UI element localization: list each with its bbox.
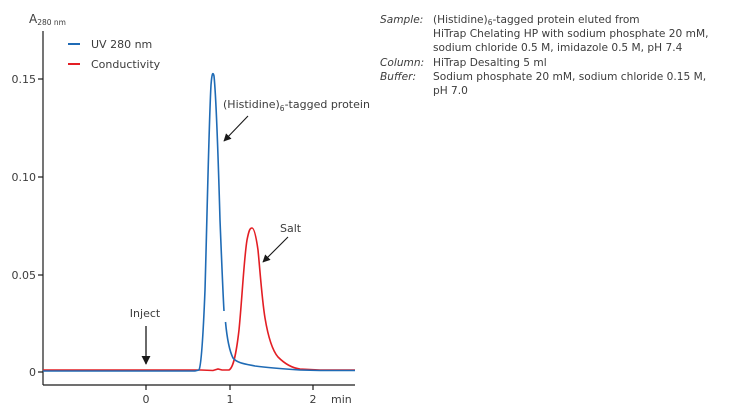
x-axis-label: min xyxy=(331,393,352,406)
info-column-key: Column: xyxy=(380,56,425,69)
x-ticks xyxy=(145,385,314,390)
info-buffer-key: Buffer: xyxy=(380,70,417,83)
series-uv-tail xyxy=(224,321,355,372)
annotation-inject: Inject xyxy=(130,307,161,320)
y-ticks xyxy=(38,78,43,373)
y-axis-label: A280 nm xyxy=(29,12,66,27)
legend-label-uv: UV 280 nm xyxy=(91,38,152,51)
info-sample-value: (Histidine)6-tagged protein eluted from … xyxy=(433,14,709,55)
svg-text:0.05: 0.05 xyxy=(12,269,37,282)
info-column: Column: HiTrap Desalting 5 ml xyxy=(380,56,736,70)
y-tick-labels: 0.15 0.10 0.05 0 xyxy=(12,73,37,379)
x-tick-labels: 0 1 2 xyxy=(143,393,317,406)
annotation-salt: Salt xyxy=(280,222,302,235)
legend: UV 280 nm Conductivity xyxy=(68,38,161,71)
chromatogram-chart: A280 nm 0.15 0.10 0.05 0 0 1 2 min UV 28… xyxy=(12,12,370,406)
annotation-protein-arrow xyxy=(223,115,249,142)
svg-text:1: 1 xyxy=(227,393,234,406)
info-sample: Sample: (Histidine)6-tagged protein elut… xyxy=(380,13,736,56)
annotation-protein: (Histidine)6-tagged protein xyxy=(223,98,370,113)
svg-text:0: 0 xyxy=(143,393,150,406)
annotation-salt-arrow xyxy=(262,236,289,263)
info-sample-key: Sample: xyxy=(380,14,424,26)
svg-text:0.10: 0.10 xyxy=(12,171,37,184)
series-conductivity xyxy=(43,227,355,372)
svg-text:2: 2 xyxy=(310,393,317,406)
info-column-value: HiTrap Desalting 5 ml xyxy=(433,56,547,69)
legend-label-conductivity: Conductivity xyxy=(91,58,161,71)
svg-text:0.15: 0.15 xyxy=(12,73,37,86)
info-buffer: Buffer: Sodium phosphate 20 mM, sodium c… xyxy=(380,70,736,98)
svg-text:0: 0 xyxy=(29,366,36,379)
info-buffer-value: Sodium phosphate 20 mM, sodium chloride … xyxy=(433,70,707,98)
experiment-info: Sample: (Histidine)6-tagged protein elut… xyxy=(380,13,736,98)
series-uv-peak xyxy=(43,72,225,372)
